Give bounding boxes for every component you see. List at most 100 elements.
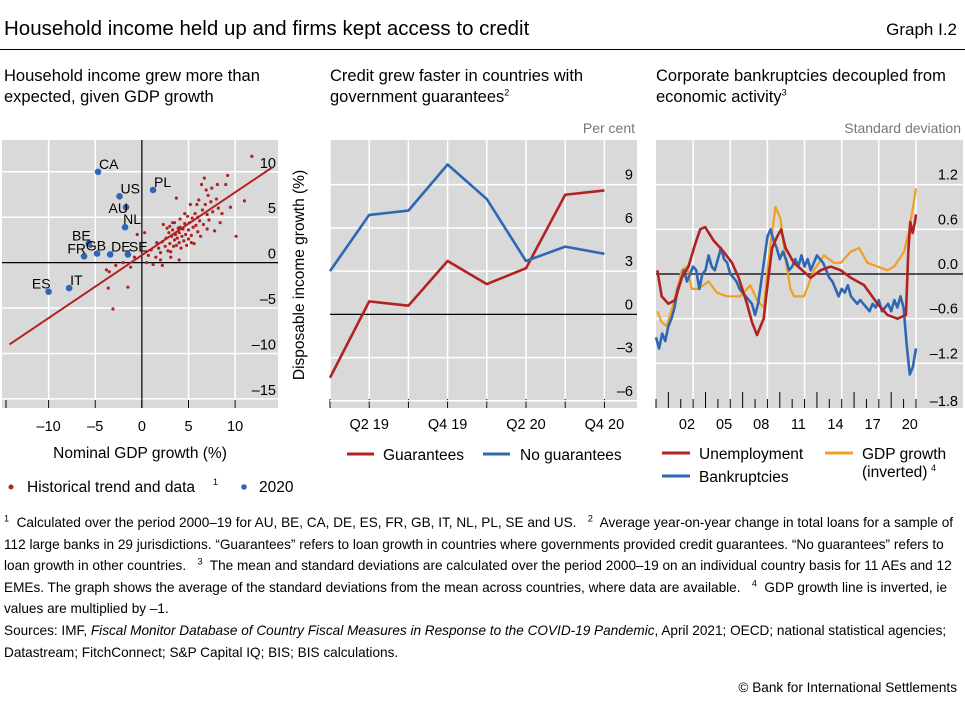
historical-point (183, 221, 187, 226)
y-tick-label: 0 (268, 247, 276, 263)
historical-point (106, 286, 110, 290)
historical-point (182, 239, 186, 243)
x-tick-label: 14 (827, 417, 843, 433)
y-tick-label: 3 (625, 254, 633, 270)
point-2020-pl (149, 186, 157, 194)
historical-point (226, 173, 230, 178)
point-label: ES (32, 276, 51, 292)
historical-point (161, 222, 165, 227)
historical-point (242, 199, 247, 203)
graph-title: Household income held up and firms kept … (4, 17, 530, 40)
plot-area (330, 140, 637, 408)
y-tick-label: 1.2 (938, 168, 958, 184)
legend-no-guarantees-label: No guarantees (520, 447, 622, 464)
point-2020-us (116, 193, 123, 200)
historical-point (158, 258, 163, 262)
y-tick-label: 0.0 (938, 257, 958, 273)
plot-area (2, 140, 278, 408)
legend-sup: 1 (213, 477, 218, 487)
y-tick-label: –15 (252, 383, 276, 399)
historical-point (154, 255, 158, 259)
graph-id: Graph I.2 (886, 20, 957, 39)
historical-point (107, 270, 111, 274)
x-tick-label: –5 (87, 419, 103, 435)
x-tick-label: 5 (184, 419, 192, 435)
historical-point (160, 263, 164, 267)
historical-point (202, 176, 206, 180)
historical-point (204, 188, 208, 192)
historical-point (174, 243, 178, 247)
historical-point (185, 214, 190, 218)
point-2020-au (122, 203, 130, 211)
legend-historical-label: Historical trend and data (27, 479, 195, 496)
historical-point (171, 221, 175, 225)
historical-point (163, 244, 167, 248)
y-tick-label: 0 (625, 297, 633, 313)
historical-point (151, 262, 155, 267)
series-line-guarantees (328, 189, 605, 379)
point-2020-be (85, 240, 93, 247)
historical-point (171, 228, 175, 232)
x-tick-label: 17 (865, 417, 881, 433)
x-tick-label: 05 (716, 417, 732, 433)
historical-point (205, 227, 209, 231)
historical-point (172, 238, 177, 242)
point-label: SE (129, 238, 148, 254)
title-rule (0, 49, 965, 50)
point-label: PL (154, 174, 171, 190)
point-2020-se (124, 251, 132, 258)
panel2-title: Credit grew faster in countries with gov… (330, 67, 584, 106)
historical-point (121, 261, 125, 265)
y-tick-label: –3 (617, 341, 633, 357)
historical-point (183, 211, 187, 216)
historical-point (174, 196, 178, 200)
point-label: US (120, 180, 139, 196)
historical-point (177, 258, 181, 262)
historical-point (167, 231, 171, 235)
x-tick-label: Q2 19 (349, 417, 389, 433)
historical-point (185, 243, 189, 247)
y-tick-label: 6 (625, 211, 633, 227)
legend-label-line2: (inverted) (862, 464, 927, 481)
historical-point (195, 202, 199, 207)
historical-point (175, 236, 179, 240)
historical-point (165, 226, 169, 230)
trend-line (8, 166, 273, 346)
panel3-title: Corporate bankruptcies decoupled from ec… (656, 67, 946, 106)
historical-point (228, 205, 233, 209)
y-tick-label: –6 (617, 384, 633, 400)
historical-point (196, 230, 200, 234)
historical-point (224, 182, 228, 187)
historical-point (203, 202, 207, 207)
historical-point (212, 229, 217, 233)
historical-point (135, 232, 139, 237)
y-tick-label: –5 (260, 292, 276, 308)
point-label: CA (99, 156, 119, 172)
historical-point (193, 211, 197, 216)
historical-point (189, 233, 193, 237)
point-label: NL (123, 211, 141, 227)
historical-point (177, 241, 181, 245)
x-tick-label: Q2 20 (506, 417, 546, 433)
historical-point (184, 232, 188, 237)
historical-point (186, 237, 191, 241)
historical-point (210, 186, 214, 190)
historical-point (144, 261, 149, 265)
historical-point (171, 244, 176, 248)
historical-point (168, 241, 172, 246)
point-label: BE (72, 228, 91, 244)
point-label: AU (109, 200, 128, 216)
unit-label: Per cent (583, 120, 635, 136)
historical-point (129, 265, 133, 269)
x-tick-label: 08 (753, 417, 769, 433)
x-tick-label: 11 (791, 417, 806, 433)
panel1-title: Household income grew more than expected… (4, 67, 260, 106)
historical-point (169, 255, 173, 259)
historical-point (157, 246, 161, 250)
historical-point (234, 234, 238, 238)
x-tick-label: Q4 20 (585, 417, 625, 433)
historical-point (194, 223, 198, 227)
historical-point (178, 217, 182, 221)
